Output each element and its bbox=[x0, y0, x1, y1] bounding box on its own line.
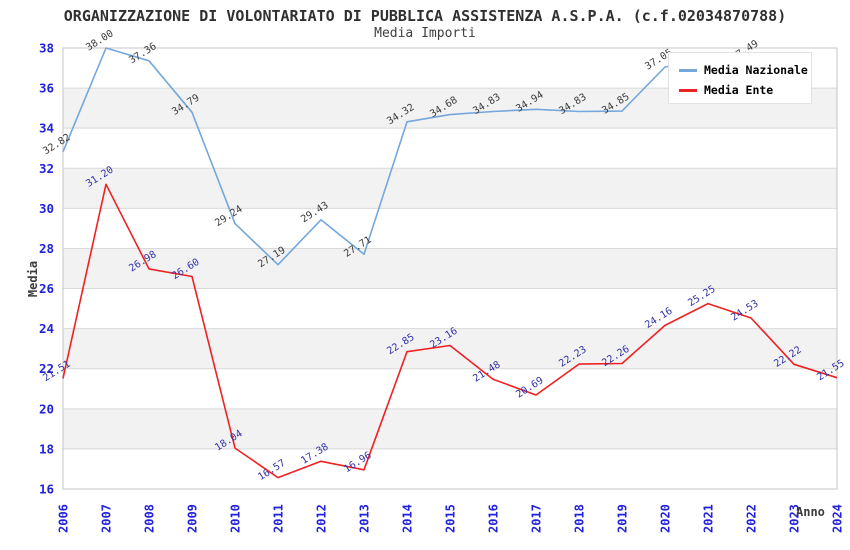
x-tick-label: 2012 bbox=[315, 504, 329, 533]
legend-label: Media Ente bbox=[704, 83, 774, 97]
y-tick-label: 16 bbox=[39, 482, 54, 497]
y-tick-label: 36 bbox=[39, 81, 54, 96]
y-axis-title: Media bbox=[26, 260, 40, 298]
x-tick-label: 2024 bbox=[831, 504, 845, 533]
legend-box: Media Nazionale Media Ente bbox=[668, 52, 812, 104]
x-tick-label: 2007 bbox=[100, 504, 114, 533]
data-point-label: 16.57 bbox=[256, 458, 287, 483]
data-point-label: 24.53 bbox=[729, 298, 760, 323]
x-tick-label: 2018 bbox=[573, 504, 587, 533]
y-tick-label: 38 bbox=[39, 41, 54, 56]
y-tick-label: 28 bbox=[39, 241, 54, 256]
x-tick-label: 2021 bbox=[702, 504, 716, 533]
series-line-media-nazionale bbox=[62, 47, 752, 266]
chart-subtitle: Media Importi bbox=[374, 26, 476, 41]
x-tick-label: 2019 bbox=[616, 504, 630, 533]
y-tick-label: 30 bbox=[39, 201, 54, 216]
y-tick-label: 32 bbox=[39, 161, 54, 176]
y-tick-label: 20 bbox=[39, 401, 54, 416]
y-tick-label: 24 bbox=[39, 321, 54, 336]
data-point-label: 16.96 bbox=[342, 450, 373, 475]
legend-item-media-ente: Media Ente bbox=[679, 80, 805, 100]
x-tick-label: 2013 bbox=[358, 504, 372, 533]
legend-line-sample-icon bbox=[679, 68, 697, 72]
x-tick-label: 2014 bbox=[401, 504, 415, 533]
legend-line-sample-icon bbox=[679, 88, 697, 92]
y-tick-label: 22 bbox=[39, 361, 54, 376]
x-axis-title: Anno bbox=[796, 505, 825, 519]
x-tick-label: 2023 bbox=[788, 504, 802, 533]
x-tick-label: 2008 bbox=[143, 504, 157, 533]
plot-border bbox=[62, 47, 838, 490]
legend-item-media-nazionale: Media Nazionale bbox=[679, 60, 808, 80]
x-tick-label: 2009 bbox=[186, 504, 200, 533]
chart-title: ORGANIZZAZIONE DI VOLONTARIATO DI PUBBLI… bbox=[63, 7, 787, 25]
plot-band bbox=[63, 408, 837, 449]
data-point-label: 32.82 bbox=[41, 132, 72, 157]
y-tick-label: 18 bbox=[39, 441, 54, 456]
x-tick-label: 2011 bbox=[272, 504, 286, 533]
x-tick-label: 2022 bbox=[745, 504, 759, 533]
plot-band bbox=[63, 248, 837, 289]
y-tick-label: 34 bbox=[39, 121, 54, 136]
x-tick-label: 2016 bbox=[487, 504, 501, 533]
y-tick-label: 26 bbox=[39, 281, 54, 296]
x-tick-label: 2020 bbox=[659, 504, 673, 533]
x-tick-label: 2015 bbox=[444, 504, 458, 533]
data-point-label: 20.69 bbox=[514, 375, 545, 400]
plot-band bbox=[63, 168, 837, 209]
series-line-media-ente bbox=[62, 183, 838, 479]
data-point-label: 24.16 bbox=[643, 306, 674, 331]
plot-band bbox=[63, 328, 837, 369]
x-tick-label: 2017 bbox=[530, 504, 544, 533]
data-point-label: 37.36 bbox=[127, 41, 158, 66]
x-tick-label: 2010 bbox=[229, 504, 243, 533]
x-tick-label: 2006 bbox=[57, 504, 71, 533]
legend-label: Media Nazionale bbox=[704, 63, 808, 77]
